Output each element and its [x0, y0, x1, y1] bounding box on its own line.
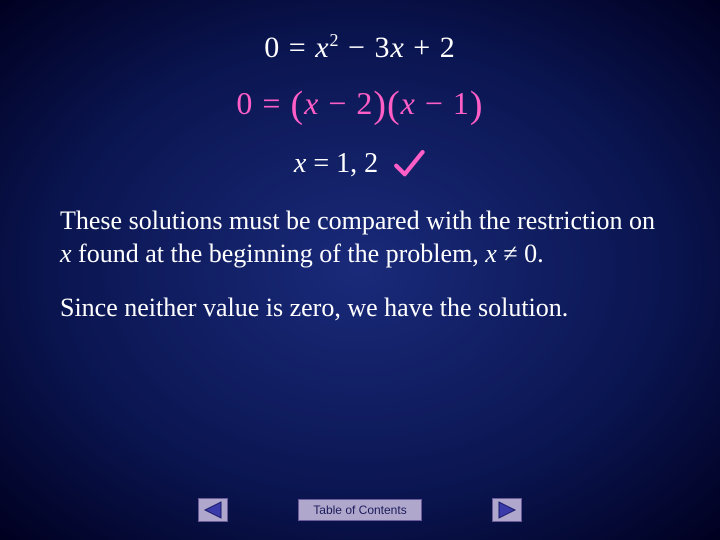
- body-text: These solutions must be compared with th…: [0, 181, 720, 325]
- check-icon: [392, 147, 426, 181]
- triangle-right-icon: [493, 499, 521, 521]
- next-button[interactable]: [492, 498, 522, 522]
- toc-button[interactable]: Table of Contents: [298, 499, 421, 521]
- eq3-vals: = 1, 2: [306, 148, 378, 179]
- footer-nav: Table of Contents: [0, 498, 720, 522]
- p1-restriction-var: x: [485, 239, 497, 268]
- p1-b: found at the beginning of the problem,: [72, 239, 486, 268]
- p1-a: These solutions must be compared with th…: [60, 206, 655, 235]
- equation-factored: 0 = (x − 2)(x − 1): [0, 83, 720, 127]
- paragraph-1: These solutions must be compared with th…: [60, 205, 660, 270]
- triangle-left-icon: [199, 499, 227, 521]
- equation-solutions: x = 1, 2: [294, 148, 378, 180]
- eq2-f1a: x: [304, 85, 319, 121]
- eq3-var: x: [294, 148, 306, 179]
- eq1-x2: x: [390, 31, 404, 64]
- p1-var: x: [60, 239, 72, 268]
- eq2-f2b: − 1: [416, 85, 470, 121]
- eq1-d: + 2: [405, 31, 456, 64]
- eq1-lhs: 0: [264, 31, 280, 64]
- eq2-f1b: − 2: [319, 85, 373, 121]
- eq1-b: − 3: [340, 31, 391, 64]
- eq2-lhs: 0: [236, 85, 253, 121]
- paragraph-2: Since neither value is zero, we have the…: [60, 292, 660, 325]
- eq1-x: x: [315, 31, 329, 64]
- eq2-f2a: x: [401, 85, 416, 121]
- equation-area: 0 = x2 − 3x + 2 0 = (x − 2)(x − 1) x = 1…: [0, 0, 720, 181]
- prev-button[interactable]: [198, 498, 228, 522]
- equation-solutions-row: x = 1, 2: [294, 147, 426, 181]
- p1-restriction-rel: ≠ 0.: [497, 239, 544, 268]
- equation-quadratic: 0 = x2 − 3x + 2: [0, 30, 720, 65]
- eq1-exp: 2: [330, 30, 340, 50]
